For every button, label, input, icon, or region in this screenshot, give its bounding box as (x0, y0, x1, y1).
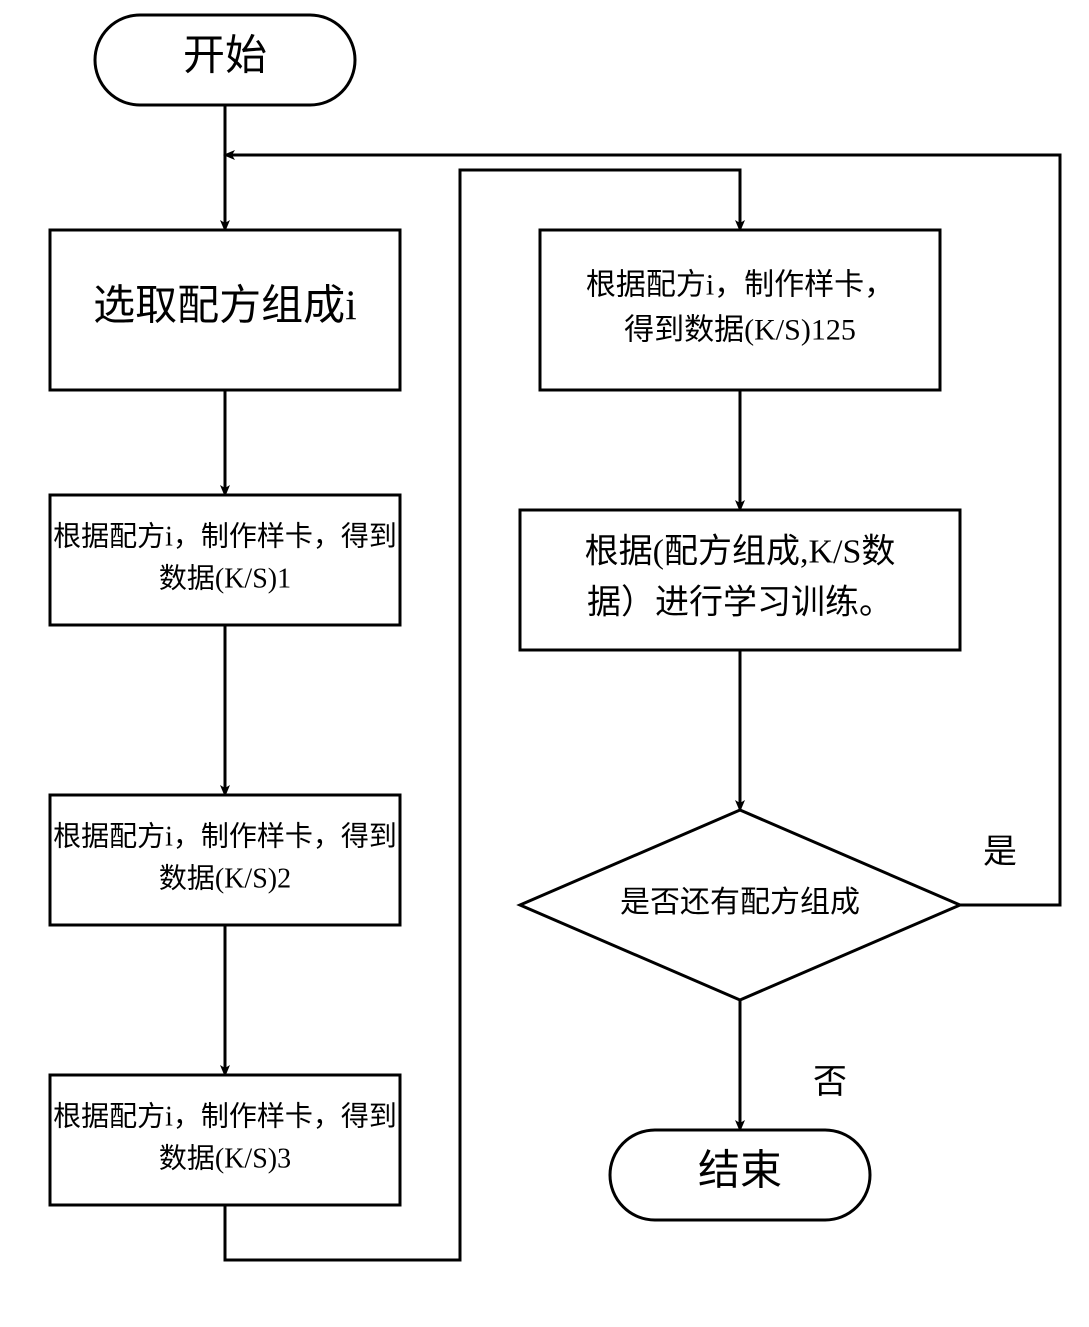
ks2-text-0: 根据配方i，制作样卡，得到 (53, 820, 397, 852)
ks3-text-0: 根据配方i，制作样卡，得到 (53, 1100, 397, 1132)
train-text-0: 根据(配方组成,K/S数 (585, 532, 896, 570)
node-ks2 (50, 795, 400, 925)
train-text-1: 据）进行学习训练。 (587, 583, 893, 621)
ks125-text-0: 根据配方i，制作样卡， (586, 268, 894, 301)
ks125-shape (540, 230, 940, 390)
node-ks1 (50, 495, 400, 625)
ks2-shape (50, 795, 400, 925)
decision-text-0: 是否还有配方组成 (620, 886, 860, 919)
decision-yes-label: 是 (983, 834, 1017, 871)
select-text-0: 选取配方组成i (93, 284, 357, 330)
train-shape (520, 510, 960, 650)
ks1-text-0: 根据配方i，制作样卡，得到 (53, 520, 397, 552)
start-text-0: 开始 (183, 34, 267, 80)
ks125-text-1: 得到数据(K/S)125 (624, 313, 856, 346)
node-ks125 (540, 230, 940, 390)
ks2-text-1: 数据(K/S)2 (159, 862, 291, 894)
ks3-text-1: 数据(K/S)3 (159, 1142, 291, 1174)
node-train (520, 510, 960, 650)
end-text-0: 结束 (698, 1149, 782, 1195)
ks3-shape (50, 1075, 400, 1205)
flowchart-diagram: 开始选取配方组成i 根据配方i，制作样卡，得到数据(K/S)1 根据配方i，制作样卡… (0, 0, 1089, 1327)
ks1-text-1: 数据(K/S)1 (159, 562, 291, 594)
ks1-shape (50, 495, 400, 625)
decision-no-label: 否 (813, 1064, 847, 1101)
node-ks3 (50, 1075, 400, 1205)
